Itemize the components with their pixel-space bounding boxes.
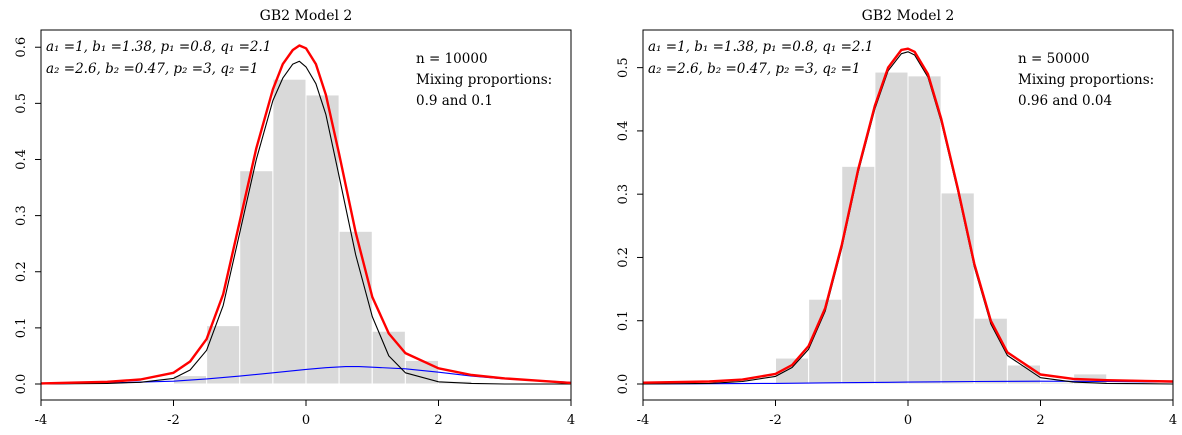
chart-title: GB2 Model 2 — [862, 8, 955, 24]
histogram-bar — [206, 325, 241, 385]
y-tick-label: 0.2 — [14, 261, 29, 282]
params-line-1: a₁ =1, b₁ =1.38, p₁ =0.8, q₁ =2.1 — [46, 39, 271, 55]
y-tick-label: 0.0 — [14, 374, 29, 395]
y-tick-label: 0.4 — [616, 121, 631, 142]
y-tick-label: 0.0 — [616, 374, 631, 395]
chart-title: GB2 Model 2 — [260, 8, 353, 24]
panel-right: -4 -2 0 2 4 0.0 0.1 0.2 0.3 0.4 0.5 GB2 Model 2 a₁ =… — [616, 8, 1177, 428]
x-tick-label: -2 — [167, 413, 180, 428]
x-tick-label: 0 — [302, 413, 310, 428]
histogram-bar — [371, 330, 406, 385]
sample-size-label: n = 50000 — [1018, 51, 1090, 67]
x-tick-label: -4 — [35, 413, 48, 428]
params-line-2: a₂ =2.6, b₂ =0.47, p₂ =3, q₂ =1 — [648, 61, 861, 77]
panel-left: -4 -2 0 2 4 0.0 0.1 0.2 0.3 0.4 0.5 0.6 GB2 Model 2 a… — [14, 8, 575, 428]
sample-size-label: n = 10000 — [416, 51, 488, 67]
mixture-density-curve — [642, 47, 1174, 384]
y-tick-label: 0.5 — [616, 57, 631, 78]
x-tick-label: 4 — [1169, 413, 1177, 428]
x-tick-label: -4 — [637, 413, 650, 428]
y-tick-label: 0.3 — [616, 184, 631, 205]
x-tick-label: 2 — [434, 413, 442, 428]
y-tick-label: 0.1 — [616, 310, 631, 331]
histogram-bar — [305, 94, 340, 385]
component1-density-curve — [642, 51, 1174, 385]
y-tick-label: 0.3 — [14, 205, 29, 226]
params-line-1: a₁ =1, b₁ =1.38, p₁ =0.8, q₁ =2.1 — [648, 39, 873, 55]
histogram-bar — [973, 317, 1008, 385]
component1-density-curve — [40, 60, 571, 385]
histogram-bar — [907, 75, 942, 385]
histogram-bar — [874, 71, 909, 385]
y-tick-label: 0.6 — [14, 37, 29, 58]
mixing-proportions-values: 0.9 and 0.1 — [416, 93, 493, 109]
mixture-density-curve — [40, 44, 572, 385]
y-tick-label: 0.5 — [14, 93, 29, 114]
histogram-bar — [272, 78, 307, 385]
x-tick-label: 0 — [904, 413, 912, 428]
histogram-bar — [841, 165, 876, 385]
y-tick-label: 0.4 — [14, 149, 29, 170]
component2-density-curve — [642, 380, 1174, 385]
mixing-proportions-label: Mixing proportions: — [1018, 72, 1154, 88]
x-tick-label: 4 — [567, 413, 575, 428]
mixing-proportions-label: Mixing proportions: — [416, 72, 552, 88]
component2-density-curve — [40, 366, 572, 385]
params-line-2: a₂ =2.6, b₂ =0.47, p₂ =3, q₂ =1 — [46, 61, 259, 77]
y-tick-label: 0.1 — [14, 318, 29, 339]
y-tick-label: 0.2 — [616, 247, 631, 268]
histogram-bar — [940, 192, 975, 385]
histogram-bar — [1040, 381, 1075, 385]
x-tick-label: -2 — [769, 413, 782, 428]
x-tick-label: 2 — [1036, 413, 1044, 428]
mixing-proportions-values: 0.96 and 0.04 — [1018, 93, 1112, 109]
